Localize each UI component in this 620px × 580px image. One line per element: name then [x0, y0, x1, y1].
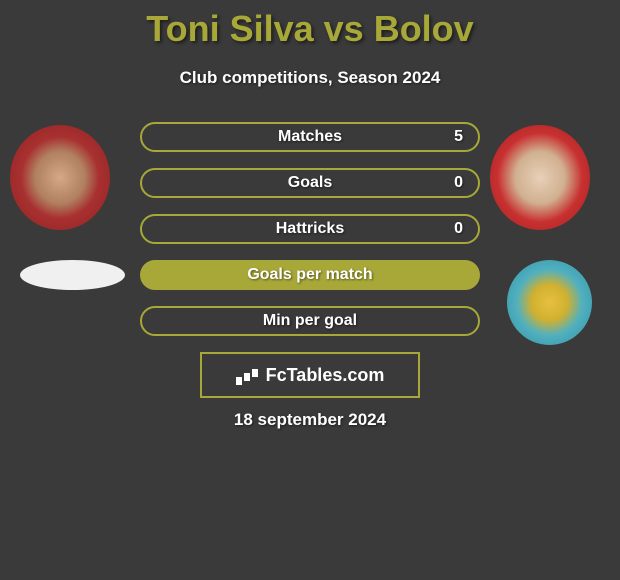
page-title: Toni Silva vs Bolov: [0, 0, 620, 50]
stat-label: Goals per match: [247, 266, 372, 284]
stat-value: 0: [454, 220, 463, 238]
player-avatar-right: [490, 125, 590, 230]
stat-value: 0: [454, 174, 463, 192]
stat-bar-goals-per-match: Goals per match: [140, 260, 480, 290]
date-text: 18 september 2024: [0, 410, 620, 430]
stat-bar-matches: Matches 5: [140, 122, 480, 152]
team-logo-right: [507, 260, 592, 345]
stat-label: Goals: [288, 174, 332, 192]
stat-bar-goals: Goals 0: [140, 168, 480, 198]
stat-label: Min per goal: [263, 312, 357, 330]
stat-label: Hattricks: [276, 220, 344, 238]
branding-label: FcTables.com: [266, 365, 385, 386]
stats-container: Matches 5 Goals 0 Hattricks 0 Goals per …: [140, 122, 480, 352]
branding-box: FcTables.com: [200, 352, 420, 398]
player-avatar-left: [10, 125, 110, 230]
stat-bar-min-per-goal: Min per goal: [140, 306, 480, 336]
branding-text: FcTables.com: [236, 365, 385, 386]
stat-bar-hattricks: Hattricks 0: [140, 214, 480, 244]
stat-value: 5: [454, 128, 463, 146]
subtitle: Club competitions, Season 2024: [0, 68, 620, 88]
stat-label: Matches: [278, 128, 342, 146]
team-logo-left: [20, 260, 125, 290]
chart-icon: [236, 365, 260, 385]
